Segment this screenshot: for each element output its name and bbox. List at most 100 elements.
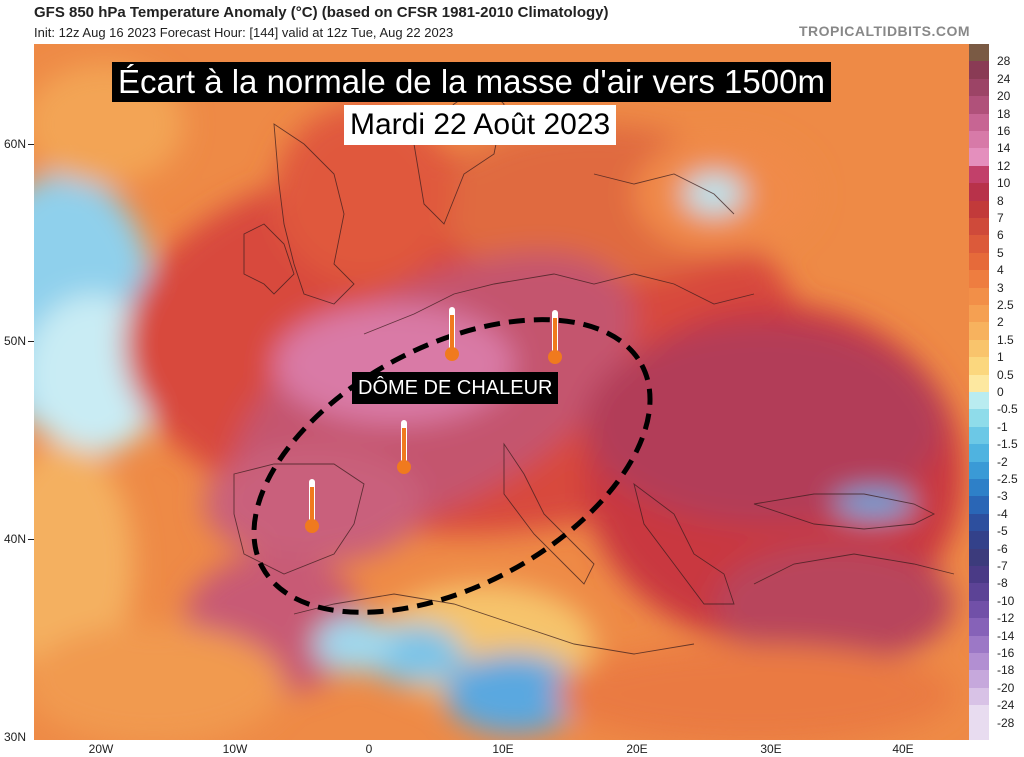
dome-label: DÔME DE CHALEUR: [352, 372, 559, 404]
colorbar-tick-label: -7: [997, 559, 1008, 573]
colorbar-segment: [969, 635, 989, 654]
colorbar-segment: [969, 374, 989, 393]
colorbar-segment: [969, 357, 989, 376]
colorbar-tick-label: 8: [997, 193, 1004, 208]
colorbar-segment: [969, 270, 989, 289]
colorbar-tick-label: -28: [997, 715, 1015, 730]
colorbar-segment: [969, 305, 989, 323]
colorbar-tick-label: -0.5: [997, 402, 1018, 417]
temperature-anomaly-map: [34, 44, 969, 740]
thermometer-icon: [303, 477, 321, 540]
colorbar-segment: [969, 461, 989, 480]
colorbar-segment: [969, 566, 989, 584]
colorbar-segment: [969, 44, 989, 62]
colorbar-tick-label: -24: [997, 698, 1015, 713]
colorbar-tick-label: 3: [997, 280, 1004, 295]
lat-label: 40N: [4, 532, 27, 546]
colorbar-segment: [969, 113, 989, 132]
lat-tick: [28, 144, 34, 145]
colorbar-segment: [969, 131, 989, 149]
colorbar-segment: [969, 252, 989, 271]
colorbar-tick-label: 7: [997, 211, 1004, 225]
colorbar-segment: [969, 548, 989, 567]
colorbar-tick-label: 2: [997, 315, 1004, 330]
colorbar: [969, 44, 989, 741]
colorbar-tick-label: 4: [997, 263, 1004, 278]
colorbar-segment: [969, 78, 989, 97]
chart-title: GFS 850 hPa Temperature Anomaly (°C) (ba…: [34, 4, 609, 21]
colorbar-segment: [969, 513, 989, 532]
colorbar-tick-label: -2: [997, 454, 1008, 469]
colorbar-segment: [969, 392, 989, 410]
thermometer-icon: [395, 418, 413, 481]
colorbar-segment: [969, 96, 989, 115]
colorbar-tick-label: -4: [997, 506, 1008, 521]
colorbar-segment: [969, 235, 989, 254]
colorbar-tick-label: -5: [997, 524, 1008, 539]
chart-subtitle: Init: 12z Aug 16 2023 Forecast Hour: [14…: [34, 25, 454, 40]
lon-label: 40E: [892, 742, 914, 756]
colorbar-segment: [969, 653, 989, 671]
colorbar-segment: [969, 165, 989, 184]
thermometer-icon: [546, 308, 564, 371]
colorbar-tick-label: 20: [997, 89, 1011, 104]
lon-label: 10W: [222, 742, 248, 756]
colorbar-tick-label: -12: [997, 611, 1015, 626]
colorbar-tick-label: -18: [997, 663, 1015, 678]
colorbar-tick-label: -2.5: [997, 472, 1018, 486]
lat-label: 30N: [4, 730, 27, 744]
colorbar-tick-label: -10: [997, 593, 1015, 608]
colorbar-tick-label: 1.5: [997, 332, 1014, 347]
colorbar-segment: [969, 618, 989, 637]
colorbar-tick-label: 5: [997, 245, 1004, 260]
lon-label: 0: [365, 742, 373, 756]
colorbar-segment: [969, 479, 989, 497]
colorbar-segment: [969, 496, 989, 515]
lon-label: 20W: [88, 742, 114, 756]
colorbar-tick-label: 14: [997, 141, 1011, 156]
colorbar-tick-label: 10: [997, 176, 1011, 191]
lat-label: 60N: [4, 137, 27, 151]
colorbar-tick-label: -16: [997, 646, 1015, 660]
colorbar-segment: [969, 583, 989, 602]
colorbar-segment: [969, 200, 989, 219]
colorbar-tick-label: 1: [997, 350, 1004, 365]
heat-dome-outline: [251, 317, 653, 615]
colorbar-tick-label: 2.5: [997, 298, 1014, 312]
date-banner: Mardi 22 Août 2023: [344, 105, 617, 145]
colorbar-segment: [969, 705, 989, 724]
colorbar-segment: [969, 183, 989, 202]
site-watermark: TROPICALTIDBITS.COM: [798, 23, 970, 39]
colorbar-tick-label: -14: [997, 628, 1015, 643]
colorbar-segment: [969, 426, 989, 445]
lon-label: 10E: [492, 742, 514, 756]
colorbar-segment: [969, 409, 989, 428]
colorbar-segment: [969, 670, 989, 689]
thermometer-icon: [443, 305, 461, 368]
lat-label: 50N: [4, 334, 27, 348]
colorbar-tick-label: 16: [997, 124, 1011, 138]
lat-tick: [28, 341, 34, 342]
colorbar-segment: [969, 148, 989, 167]
colorbar-tick-label: -6: [997, 541, 1008, 556]
headline-banner: Écart à la normale de la masse d'air ver…: [112, 62, 831, 102]
colorbar-tick-label: 12: [997, 158, 1011, 173]
colorbar-tick-label: 0: [997, 385, 1004, 399]
colorbar-segment: [969, 722, 989, 741]
colorbar-segment: [969, 531, 989, 550]
colorbar-segment: [969, 61, 989, 80]
lat-tick: [28, 539, 34, 540]
colorbar-tick-label: 28: [997, 54, 1011, 69]
colorbar-segment: [969, 687, 989, 706]
colorbar-tick-label: -8: [997, 576, 1008, 591]
colorbar-segment: [969, 444, 989, 463]
colorbar-tick-label: 18: [997, 106, 1011, 121]
colorbar-segment: [969, 339, 989, 358]
colorbar-segment: [969, 600, 989, 619]
colorbar-segment: [969, 322, 989, 341]
colorbar-tick-label: -3: [997, 489, 1008, 504]
lon-label: 30E: [760, 742, 782, 756]
colorbar-tick-label: -1.5: [997, 437, 1018, 452]
colorbar-tick-label: -1: [997, 419, 1008, 434]
colorbar-tick-label: 0.5: [997, 367, 1014, 382]
